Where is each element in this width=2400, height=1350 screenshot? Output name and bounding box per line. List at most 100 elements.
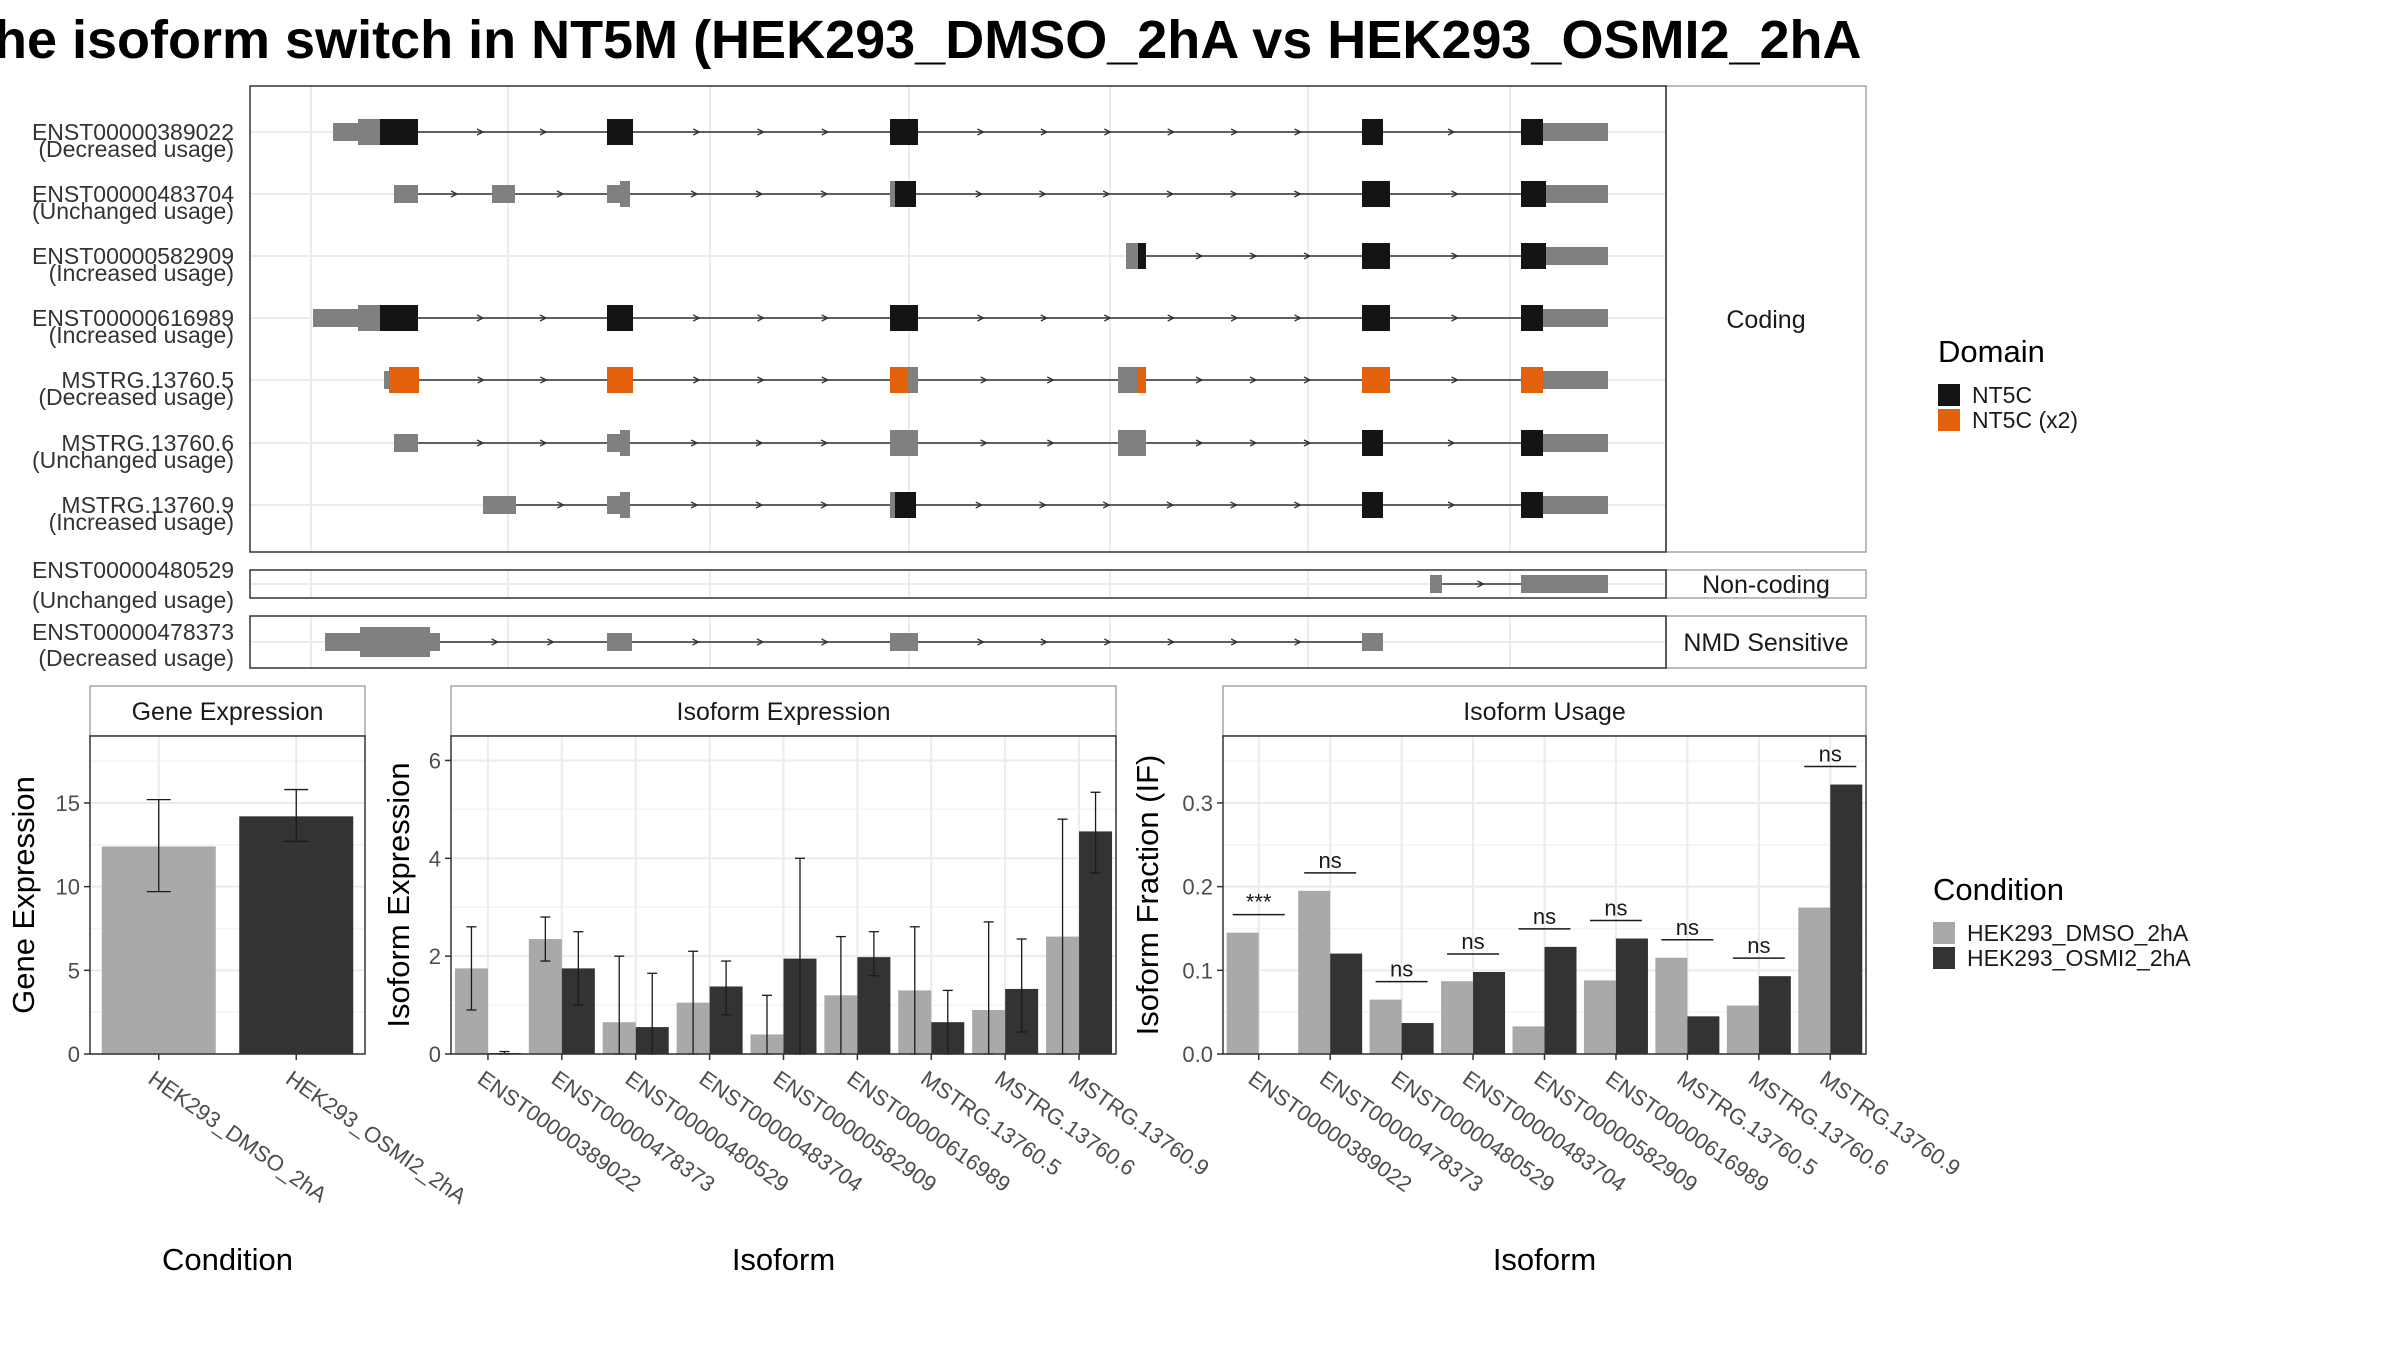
direction-arrow — [1249, 376, 1258, 384]
transcript-id-label: ENST00000478373 — [32, 619, 234, 645]
exon — [1543, 434, 1608, 452]
exon — [1543, 371, 1608, 389]
bar — [1441, 981, 1474, 1054]
direction-arrow — [1040, 128, 1049, 136]
panel-border — [249, 569, 1667, 599]
exon — [483, 496, 516, 514]
direction-arrow — [1451, 376, 1459, 384]
legend-title: Condition — [1933, 872, 2064, 907]
transcript-usage-label: (Increased usage) — [49, 509, 234, 535]
direction-arrow — [977, 128, 985, 136]
exon — [1546, 247, 1608, 265]
direction-arrow — [1039, 190, 1047, 198]
bar — [1798, 907, 1831, 1054]
direction-arrow — [539, 314, 548, 322]
direction-arrow — [692, 128, 701, 136]
bar — [1615, 938, 1648, 1054]
significance-label: ns — [1604, 896, 1627, 921]
group-strip — [1665, 85, 1867, 553]
transcript-MSTRG.13760.5: MSTRG.13760.5(Decreased usage) — [38, 367, 1608, 410]
legend-swatch — [1933, 922, 1955, 944]
direction-arrow — [821, 376, 830, 384]
exon — [380, 305, 418, 331]
exon — [1362, 633, 1383, 651]
exon — [384, 371, 389, 389]
y-tick-label: 0.0 — [1182, 1042, 1213, 1067]
transcript-usage-label: (Decreased usage) — [38, 645, 234, 671]
x-axis-title: Condition — [162, 1242, 293, 1277]
legend-title: Domain — [1938, 334, 2045, 369]
transcript-usage-label: (Decreased usage) — [38, 136, 234, 162]
exon — [1362, 430, 1383, 456]
direction-arrow — [1249, 252, 1258, 260]
bar — [1512, 1026, 1545, 1054]
structure-group-nmd-sensitive: NMD Sensitive ENST00000478373(Decreased u… — [32, 615, 1867, 671]
facet-strip — [89, 685, 366, 737]
direction-arrow — [1040, 638, 1049, 646]
panel-border — [249, 615, 1667, 669]
significance-label: ns — [1390, 957, 1413, 982]
bar — [1758, 976, 1791, 1054]
y-tick-label: 4 — [429, 846, 441, 871]
y-tick-label: 0.3 — [1182, 791, 1213, 816]
significance-label: ns — [1461, 929, 1484, 954]
direction-arrow — [690, 501, 699, 509]
direction-arrow — [1230, 314, 1239, 322]
direction-arrow — [1451, 314, 1459, 322]
direction-arrow — [1447, 501, 1456, 509]
bar — [1544, 946, 1577, 1054]
transcript-id-label: ENST00000582909 — [32, 243, 234, 269]
y-tick-label: 0.1 — [1182, 958, 1213, 983]
group-strip — [1665, 569, 1867, 599]
direction-arrow — [491, 638, 500, 646]
direction-arrow — [1294, 314, 1303, 322]
direction-arrow — [1230, 128, 1239, 136]
exon — [890, 305, 918, 331]
isoform-usage-panel: Isoform Usage *** ns ns ns ns ns ns ns ns 0.0 0.1 0.… — [1130, 685, 1965, 1277]
exon — [1521, 119, 1543, 145]
transcript-ENST00000389022: ENST00000389022(Decreased usage) — [32, 119, 1608, 162]
bar — [1726, 1005, 1759, 1054]
direction-arrow — [755, 190, 764, 198]
exon — [890, 430, 918, 456]
y-tick-label: 15 — [56, 791, 80, 816]
exon — [430, 633, 440, 651]
direction-arrow — [1047, 439, 1055, 447]
transcript-usage-label: (Increased usage) — [49, 322, 234, 348]
bar — [1473, 971, 1506, 1054]
direction-arrow — [476, 314, 485, 322]
exon — [607, 633, 632, 651]
significance-label: ns — [1533, 904, 1556, 929]
bar — [239, 816, 354, 1054]
y-tick-label: 5 — [68, 958, 80, 983]
direction-arrow — [690, 439, 699, 447]
exon — [908, 367, 918, 393]
direction-arrow — [820, 439, 829, 447]
legend-swatch — [1938, 384, 1960, 406]
exon — [394, 185, 418, 203]
exon — [895, 181, 916, 207]
x-axis-title: Isoform — [1493, 1242, 1596, 1277]
exon — [890, 633, 918, 651]
direction-arrow — [690, 190, 699, 198]
exon — [1521, 181, 1546, 207]
facet-title: Isoform Expression — [677, 698, 891, 726]
direction-arrow — [980, 376, 989, 384]
y-tick-label: 6 — [429, 748, 441, 773]
legend-label: HEK293_OSMI2_2hA — [1967, 945, 2191, 971]
exon — [1543, 309, 1608, 327]
direction-arrow — [756, 638, 765, 646]
transcript-ENST00000480529: ENST00000480529 (Unchanged usage) — [32, 557, 1608, 613]
y-tick-label: 2 — [429, 944, 441, 969]
direction-arrow — [975, 190, 984, 198]
direction-arrow — [1102, 190, 1111, 198]
direction-arrow — [1167, 314, 1176, 322]
y-axis-title: Gene Expression — [6, 776, 41, 1014]
significance-label: ns — [1319, 848, 1342, 873]
significance-label: *** — [1246, 890, 1272, 915]
transcript-id-label: MSTRG.13760.5 — [61, 367, 234, 393]
transcript-id-label: ENST00000480529 — [32, 557, 234, 583]
exon — [1138, 243, 1146, 269]
